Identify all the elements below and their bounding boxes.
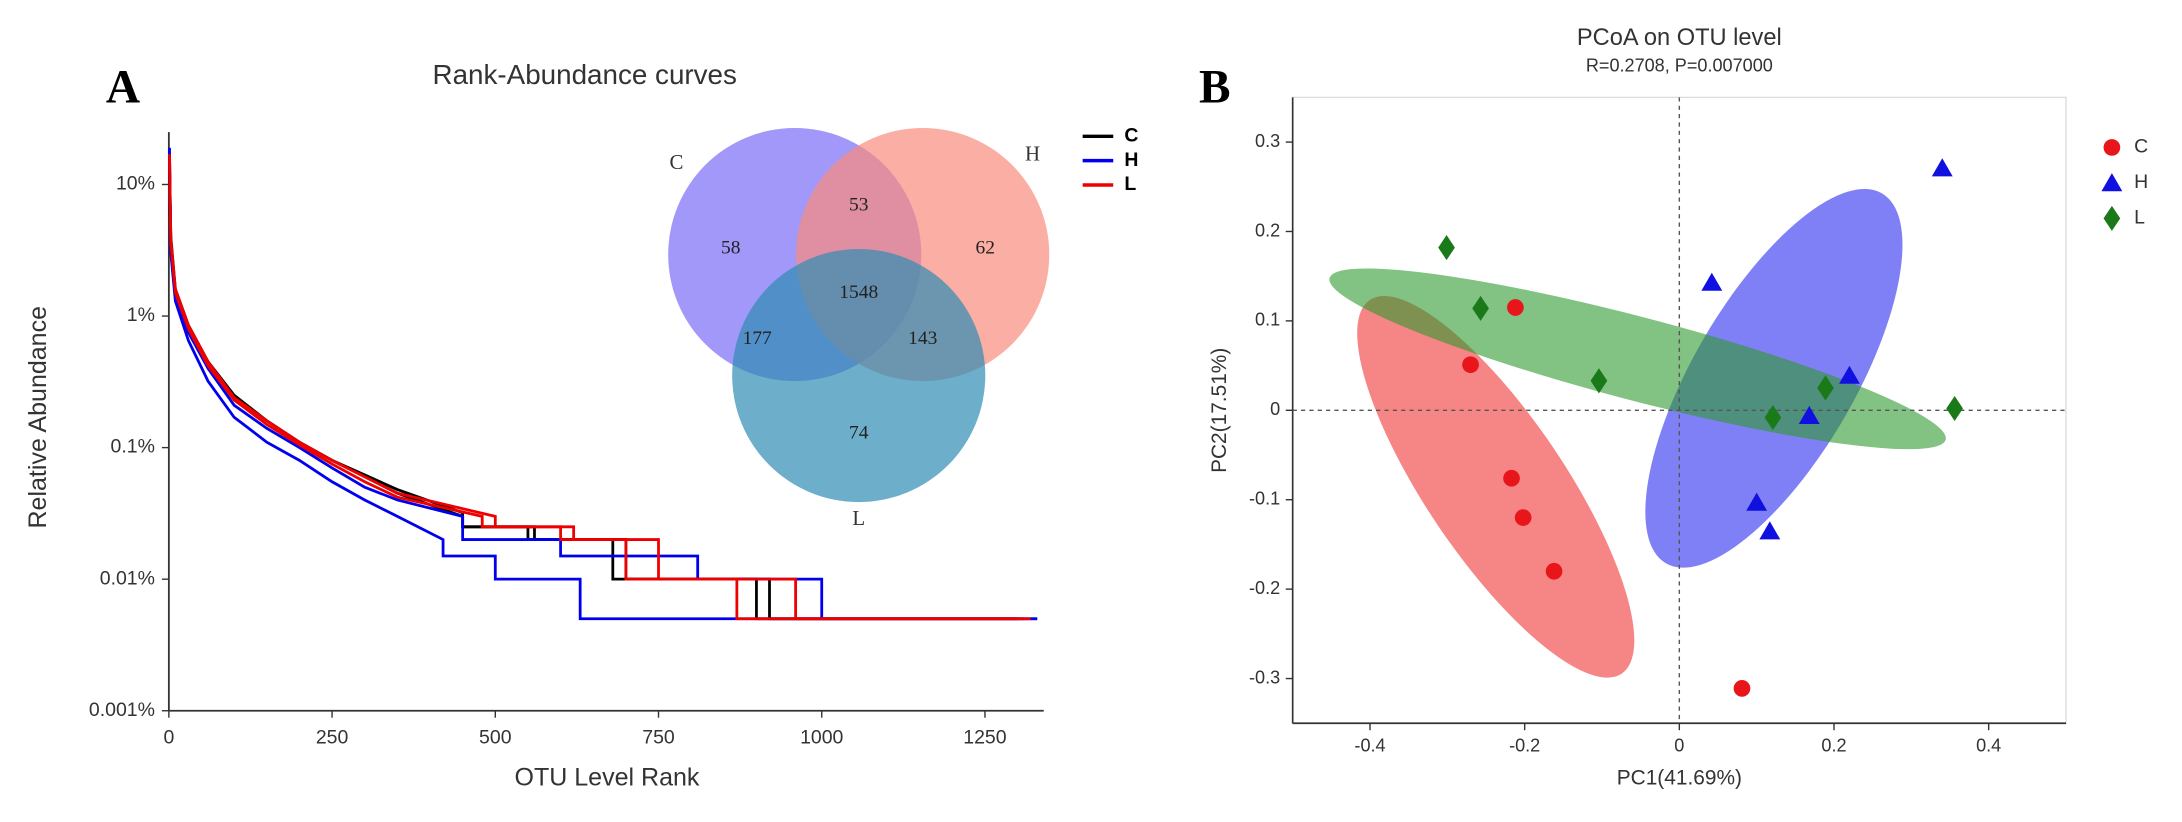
chart-title: Rank-Abundance curves (433, 59, 737, 90)
point (1507, 299, 1524, 316)
legend-swatch (2103, 139, 2121, 156)
venn-count: 177 (743, 328, 772, 349)
legend-label: C (1124, 124, 1138, 146)
legend-label: C (2134, 136, 2148, 158)
ellipse (1357, 295, 1635, 678)
y-tick-label: 1% (127, 304, 155, 326)
x-tick-label: 0.4 (1976, 736, 2001, 756)
panel-label: A (106, 62, 140, 114)
y-tick-label: 0.01% (100, 567, 155, 589)
y-tick-label: 0.001% (89, 699, 155, 721)
point (1590, 368, 1608, 394)
point (1817, 375, 1834, 401)
venn-set (732, 248, 986, 503)
legend-label: L (2134, 207, 2145, 229)
x-tick-label: -0.4 (1354, 736, 1385, 756)
venn-count: 58 (721, 237, 740, 258)
venn-set-label: H (1025, 142, 1040, 166)
y-tick-label: 0.2 (1255, 220, 1280, 240)
y-tick-label: -0.2 (1249, 578, 1280, 598)
point (1733, 680, 1751, 697)
confidence-ellipses (1329, 188, 1946, 678)
y-tick-label: -0.3 (1249, 667, 1280, 687)
curve (168, 147, 1038, 621)
x-axis-label: PC1(41.69%) (1617, 766, 1742, 789)
x-axis-label: OTU Level Rank (515, 763, 700, 791)
x-tick-label: 500 (479, 727, 512, 749)
venn-set-label: C (670, 150, 684, 174)
point (1472, 295, 1489, 321)
point (1798, 405, 1820, 425)
chart-title: PCoA on OTU level (1577, 25, 1782, 51)
x-tick-label: 0 (1674, 736, 1684, 756)
y-tick-label: 0.3 (1255, 131, 1280, 151)
point (1514, 509, 1532, 526)
point (1759, 521, 1781, 540)
x-tick-label: 750 (642, 727, 675, 749)
y-axis-label: PC2(17.51%) (1208, 348, 1231, 473)
legend-label: H (1124, 149, 1138, 171)
x-tick-label: -0.2 (1509, 736, 1540, 756)
point (1946, 395, 1963, 422)
point (1839, 365, 1860, 384)
point (1545, 562, 1563, 580)
x-tick-label: 250 (316, 727, 349, 749)
legend-swatch (2101, 173, 2123, 192)
point (1746, 492, 1768, 511)
legend-swatch (2103, 205, 2121, 231)
point (1438, 235, 1455, 261)
x-tick-label: 1250 (963, 727, 1006, 749)
curve (168, 165, 1038, 621)
point (1764, 404, 1782, 430)
y-tick-label: 0.1 (1255, 310, 1280, 330)
curve (168, 161, 1018, 621)
panel-label: B (1199, 62, 1231, 114)
point (1931, 158, 1953, 177)
venn-count: 53 (849, 194, 868, 215)
venn-set-label: L (852, 506, 865, 530)
point (1503, 469, 1520, 487)
venn-count: 62 (976, 237, 995, 258)
y-tick-label: 10% (116, 173, 155, 195)
y-tick-label: 0 (1270, 399, 1280, 419)
curve (168, 154, 1031, 621)
venn-count: 143 (908, 328, 937, 349)
venn-count: 74 (849, 422, 869, 443)
y-axis-label: Relative Abundance (24, 306, 52, 529)
chart-subtitle: R=0.2708, P=0.007000 (1586, 56, 1773, 76)
legend-label: H (2134, 171, 2148, 193)
y-tick-label: 0.1% (111, 436, 155, 458)
point (1462, 356, 1479, 374)
venn-count: 1548 (839, 282, 878, 303)
y-tick-label: -0.1 (1249, 488, 1280, 508)
x-tick-label: 0 (163, 727, 174, 749)
x-tick-label: 0.2 (1821, 736, 1846, 756)
legend-label: L (1124, 173, 1136, 195)
point (1701, 272, 1723, 291)
x-tick-label: 1000 (800, 727, 843, 749)
